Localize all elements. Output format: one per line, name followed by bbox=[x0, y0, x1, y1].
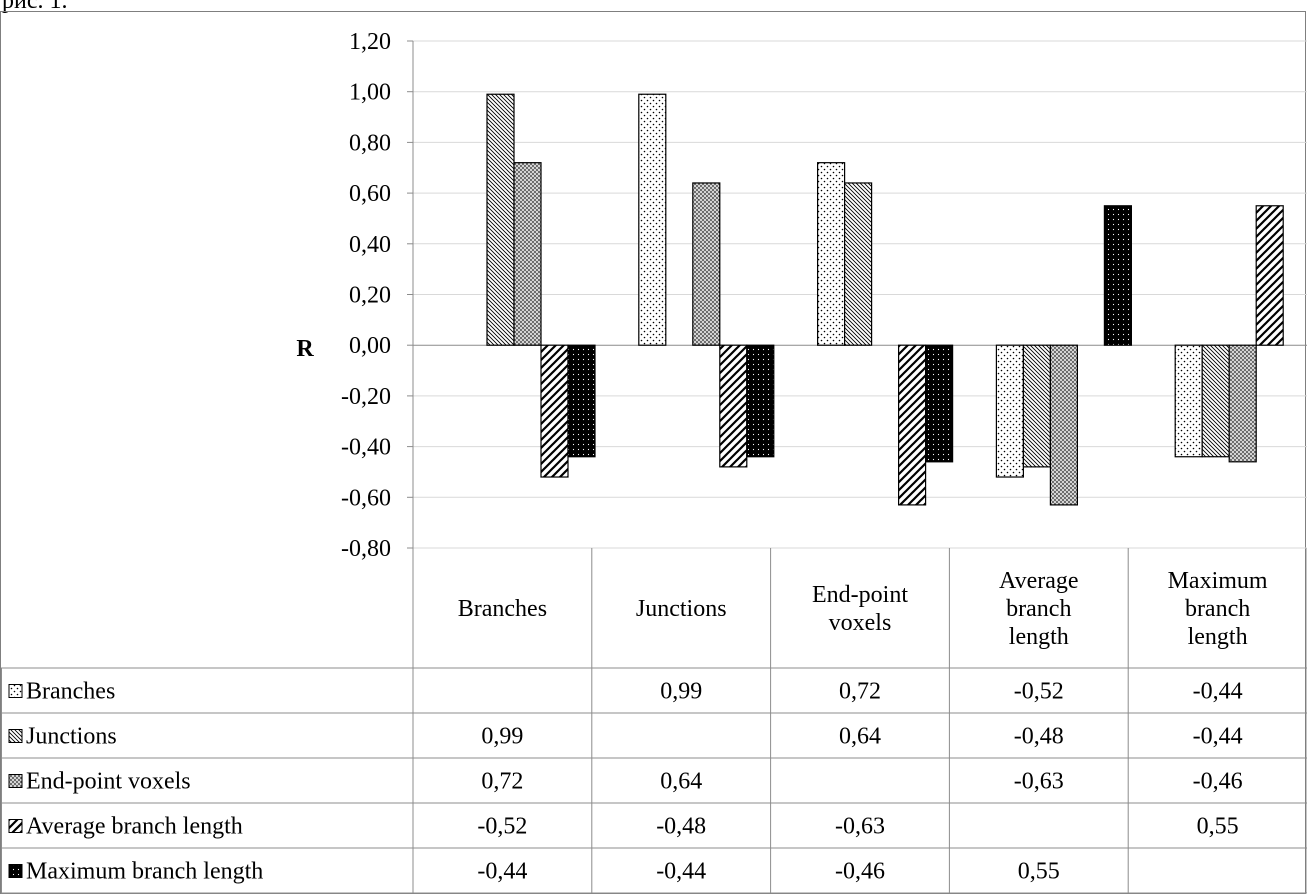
bar-end-point-voxels-0 bbox=[513, 162, 542, 346]
y-tick-label: 0,20 bbox=[349, 283, 391, 309]
bar-maximum-branch-length-1 bbox=[746, 344, 775, 458]
category-label: length bbox=[1188, 624, 1248, 650]
data-table: Branches JunctionsEnd-pointvoxelsAverageb… bbox=[1, 548, 1307, 894]
bar-junctions-3 bbox=[1022, 344, 1052, 468]
table-cell-value: -0,44 bbox=[477, 859, 527, 885]
category-label: length bbox=[1009, 624, 1069, 650]
bar-junctions-4 bbox=[1201, 344, 1230, 458]
legend-label: Maximum branch length bbox=[26, 859, 263, 885]
table-cell-value: 0,64 bbox=[839, 724, 881, 750]
bar-branches-3 bbox=[995, 344, 1025, 478]
bar-average-branch-length-2 bbox=[897, 344, 927, 506]
bars-group bbox=[486, 93, 1284, 506]
bar-average-branch-length-1 bbox=[719, 344, 748, 468]
table-cell-value: 0,99 bbox=[660, 679, 702, 705]
category-label: End-point bbox=[812, 582, 908, 608]
legend-key-branches bbox=[8, 684, 23, 698]
y-tick-label: 0,00 bbox=[349, 333, 391, 359]
bar-average-branch-length-4 bbox=[1255, 205, 1284, 346]
bar-maximum-branch-length-2 bbox=[924, 344, 954, 463]
legend-key-maximum-branch-length bbox=[8, 864, 23, 878]
y-tick-label: 0,60 bbox=[349, 181, 391, 207]
table-cell-value: 0,64 bbox=[660, 769, 702, 795]
table-cell-value: -0,44 bbox=[1193, 679, 1243, 705]
legend-key-junctions bbox=[8, 729, 23, 743]
table-cell-value: 0,55 bbox=[1197, 814, 1239, 840]
bar-branches-4 bbox=[1174, 344, 1203, 458]
table-cell-value: -0,46 bbox=[1193, 769, 1243, 795]
y-tick-label: 0,40 bbox=[349, 232, 391, 258]
legend-label: Junctions bbox=[26, 724, 117, 750]
legend-label: End-point voxels bbox=[26, 769, 191, 795]
bar-branches-1 bbox=[638, 93, 667, 346]
category-label: Maximum bbox=[1168, 568, 1268, 594]
table-cell-value: -0,48 bbox=[656, 814, 706, 840]
y-tick-label: -0,80 bbox=[341, 536, 391, 562]
bar-end-point-voxels-1 bbox=[692, 182, 721, 346]
legend-label: Branches bbox=[26, 679, 115, 705]
bar-end-point-voxels-4 bbox=[1228, 344, 1257, 463]
y-tick-label: -0,20 bbox=[341, 384, 391, 410]
category-label: Junctions bbox=[636, 596, 727, 622]
category-label: Branches bbox=[458, 596, 547, 622]
table-cell-value: 0,72 bbox=[839, 679, 881, 705]
legend-label: Average branch length bbox=[26, 814, 243, 840]
y-tick-label: 1,00 bbox=[349, 80, 391, 106]
table-cell-value: -0,52 bbox=[1014, 679, 1064, 705]
bar-average-branch-length-0 bbox=[540, 344, 569, 478]
y-tick-label: -0,40 bbox=[341, 435, 391, 461]
figure-caption: рис. 1. bbox=[2, 0, 68, 14]
legend-key-end-point-voxels bbox=[8, 774, 23, 788]
legend-key-average-branch-length bbox=[8, 819, 23, 833]
bar-branches-2 bbox=[816, 162, 846, 346]
table-cell-value: -0,48 bbox=[1014, 724, 1064, 750]
category-label: branch bbox=[1185, 596, 1250, 622]
bar-junctions-2 bbox=[843, 182, 873, 346]
table-cell-value: -0,63 bbox=[835, 814, 885, 840]
y-tick-label: 0,80 bbox=[349, 130, 391, 156]
y-tick-label: 1,20 bbox=[349, 29, 391, 55]
bar-chart: 1,20 1,00 0,80 0,60 0,40 0,20 0,00 -0,20 -0,40 -0… bbox=[1, 29, 1307, 894]
category-label: voxels bbox=[829, 610, 892, 636]
table-cell-value: -0,46 bbox=[835, 859, 885, 885]
chart-frame: 1,20 1,00 0,80 0,60 0,40 0,20 0,00 -0,20 -0,40 -0… bbox=[0, 11, 1307, 894]
y-axis-label: R bbox=[296, 336, 314, 362]
table-cell-value: -0,44 bbox=[1193, 724, 1243, 750]
bar-maximum-branch-length-0 bbox=[567, 344, 596, 458]
table-cell-value: -0,52 bbox=[477, 814, 527, 840]
bar-end-point-voxels-3 bbox=[1049, 344, 1079, 506]
table-cell-value: -0,44 bbox=[656, 859, 706, 885]
y-tick-label: -0,60 bbox=[341, 485, 391, 511]
table-cell-value: 0,72 bbox=[481, 769, 523, 795]
y-axis: 1,20 1,00 0,80 0,60 0,40 0,20 0,00 -0,20 -0,40 -0… bbox=[341, 29, 414, 562]
bar-maximum-branch-length-3 bbox=[1103, 205, 1133, 346]
table-cell-value: 0,99 bbox=[481, 724, 523, 750]
category-label: Average bbox=[999, 568, 1079, 594]
bar-junctions-0 bbox=[486, 93, 515, 346]
table-cell-value: 0,55 bbox=[1018, 859, 1060, 885]
table-cell-value: -0,63 bbox=[1014, 769, 1064, 795]
category-label: branch bbox=[1006, 596, 1071, 622]
